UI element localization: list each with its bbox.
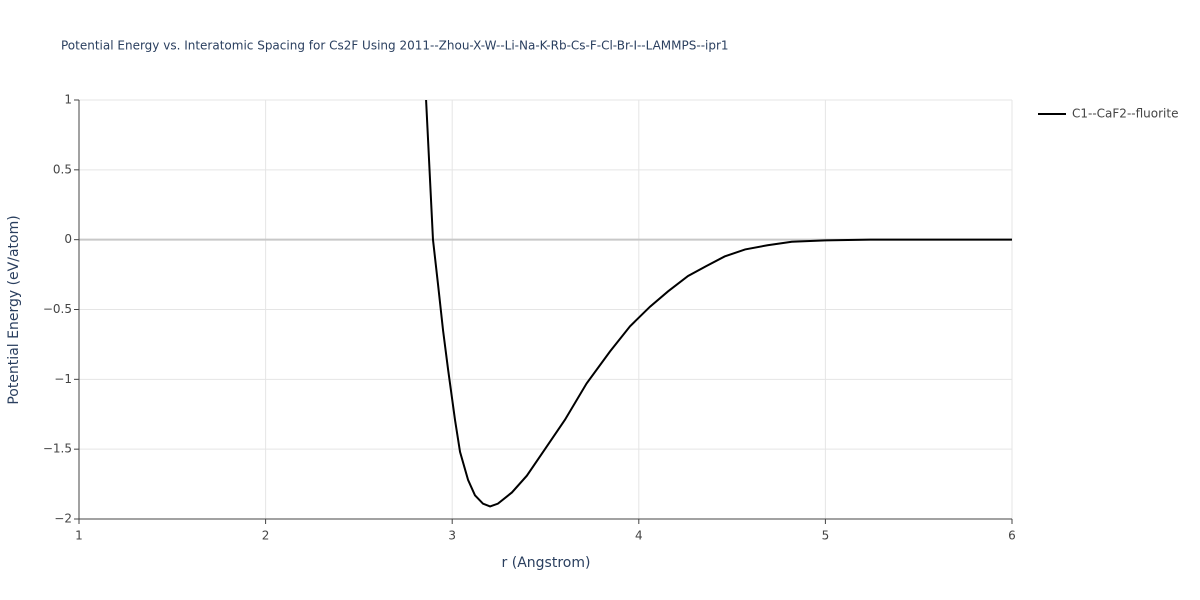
y-tick-label: −2	[54, 512, 72, 526]
legend-item[interactable]: C1--CaF2--fluorite	[1038, 107, 1178, 121]
y-tick-label: −1	[54, 372, 72, 386]
x-tick-label: 4	[635, 529, 643, 543]
data-line	[425, 99, 1012, 508]
y-tick-label: 0	[64, 232, 72, 246]
legend-label: C1--CaF2--fluorite	[1072, 107, 1178, 121]
x-tick-label: 2	[262, 529, 270, 543]
x-tick-label: 1	[75, 529, 83, 543]
chart-title: Potential Energy vs. Interatomic Spacing…	[61, 39, 729, 53]
x-tick-label: 6	[1008, 529, 1016, 543]
x-axis-title: r (Angstrom)	[502, 555, 591, 571]
x-tick-label: 3	[448, 529, 456, 543]
y-axis-title: Potential Energy (eV/atom)	[6, 215, 22, 404]
y-tick-label: 1	[64, 93, 72, 107]
x-tick-label: 5	[822, 529, 830, 543]
y-tick-label: −1.5	[43, 442, 72, 456]
y-tick-label: −0.5	[43, 302, 72, 316]
y-tick-label: 0.5	[53, 162, 72, 176]
